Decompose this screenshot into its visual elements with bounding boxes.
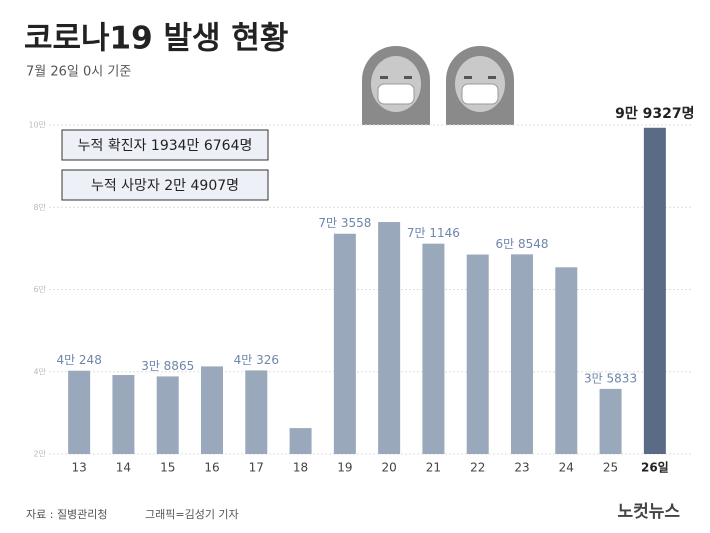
annotation-box [61, 169, 269, 201]
annotation: 누적 확진자 1934만 6764명 [78, 138, 253, 154]
chart-subtitle: 7월 26일 0시 기준 [26, 65, 131, 80]
bar [201, 366, 223, 454]
x-tick-label: 23 [514, 461, 529, 475]
annotation-box [61, 129, 269, 161]
chart-title: 코로나19 발생 현황 [24, 21, 288, 57]
logo: 노컷뉴스 [617, 502, 680, 522]
x-tick-label: 21 [426, 461, 441, 475]
y-tick-label: 6만 [34, 285, 47, 294]
y-tick-label: 2만 [34, 450, 47, 459]
x-tick-label: 20 [382, 461, 397, 475]
bar [289, 428, 312, 454]
x-tick-label: 19 [337, 461, 352, 475]
bar [333, 233, 356, 454]
x-tick-label: 13 [72, 461, 87, 475]
bar [68, 370, 91, 454]
x-tick-label: 22 [470, 461, 485, 475]
value-label: 4만 248 [56, 353, 101, 367]
x-tick-label: 26일 [641, 461, 669, 475]
y-tick-label: 4만 [34, 367, 47, 376]
x-tick-label: 14 [116, 461, 131, 475]
bar [245, 370, 268, 454]
value-label: 7만 1146 [407, 226, 460, 240]
value-label: 4만 326 [234, 353, 279, 367]
x-tick-label: 15 [160, 461, 175, 475]
x-tick-label: 16 [204, 461, 219, 475]
x-tick-label: 18 [293, 461, 308, 475]
credit: 그래픽=김성기 기자 [145, 508, 239, 521]
value-label: 9만 9327명 [615, 105, 694, 122]
source: 자료 : 질병관리청 [26, 508, 108, 521]
value-label: 3만 8865 [141, 359, 194, 373]
bar [555, 267, 578, 454]
value-label: 7만 3558 [318, 216, 371, 230]
x-tick-label: 25 [603, 461, 618, 475]
x-tick-label: 17 [249, 461, 264, 475]
bar [112, 375, 135, 454]
bar [466, 254, 489, 454]
bar [511, 254, 533, 454]
value-label: 3만 5833 [584, 371, 637, 385]
bar [599, 388, 622, 454]
mask-icons [362, 46, 514, 125]
bar [156, 376, 179, 454]
bar [643, 127, 666, 455]
y-tick-label: 10만 [28, 121, 46, 130]
y-tick-label: 8만 [34, 203, 47, 212]
x-tick-label: 24 [559, 461, 574, 475]
annotation: 누적 사망자 2만 4907명 [91, 178, 239, 194]
plot: 2만 4만 6만 8만 10만 13 4만 248 14 15 3만 8865 16 17 4만 326… [28, 105, 694, 475]
bar [378, 222, 401, 454]
bar [422, 243, 445, 454]
value-label: 6만 8548 [495, 237, 548, 251]
